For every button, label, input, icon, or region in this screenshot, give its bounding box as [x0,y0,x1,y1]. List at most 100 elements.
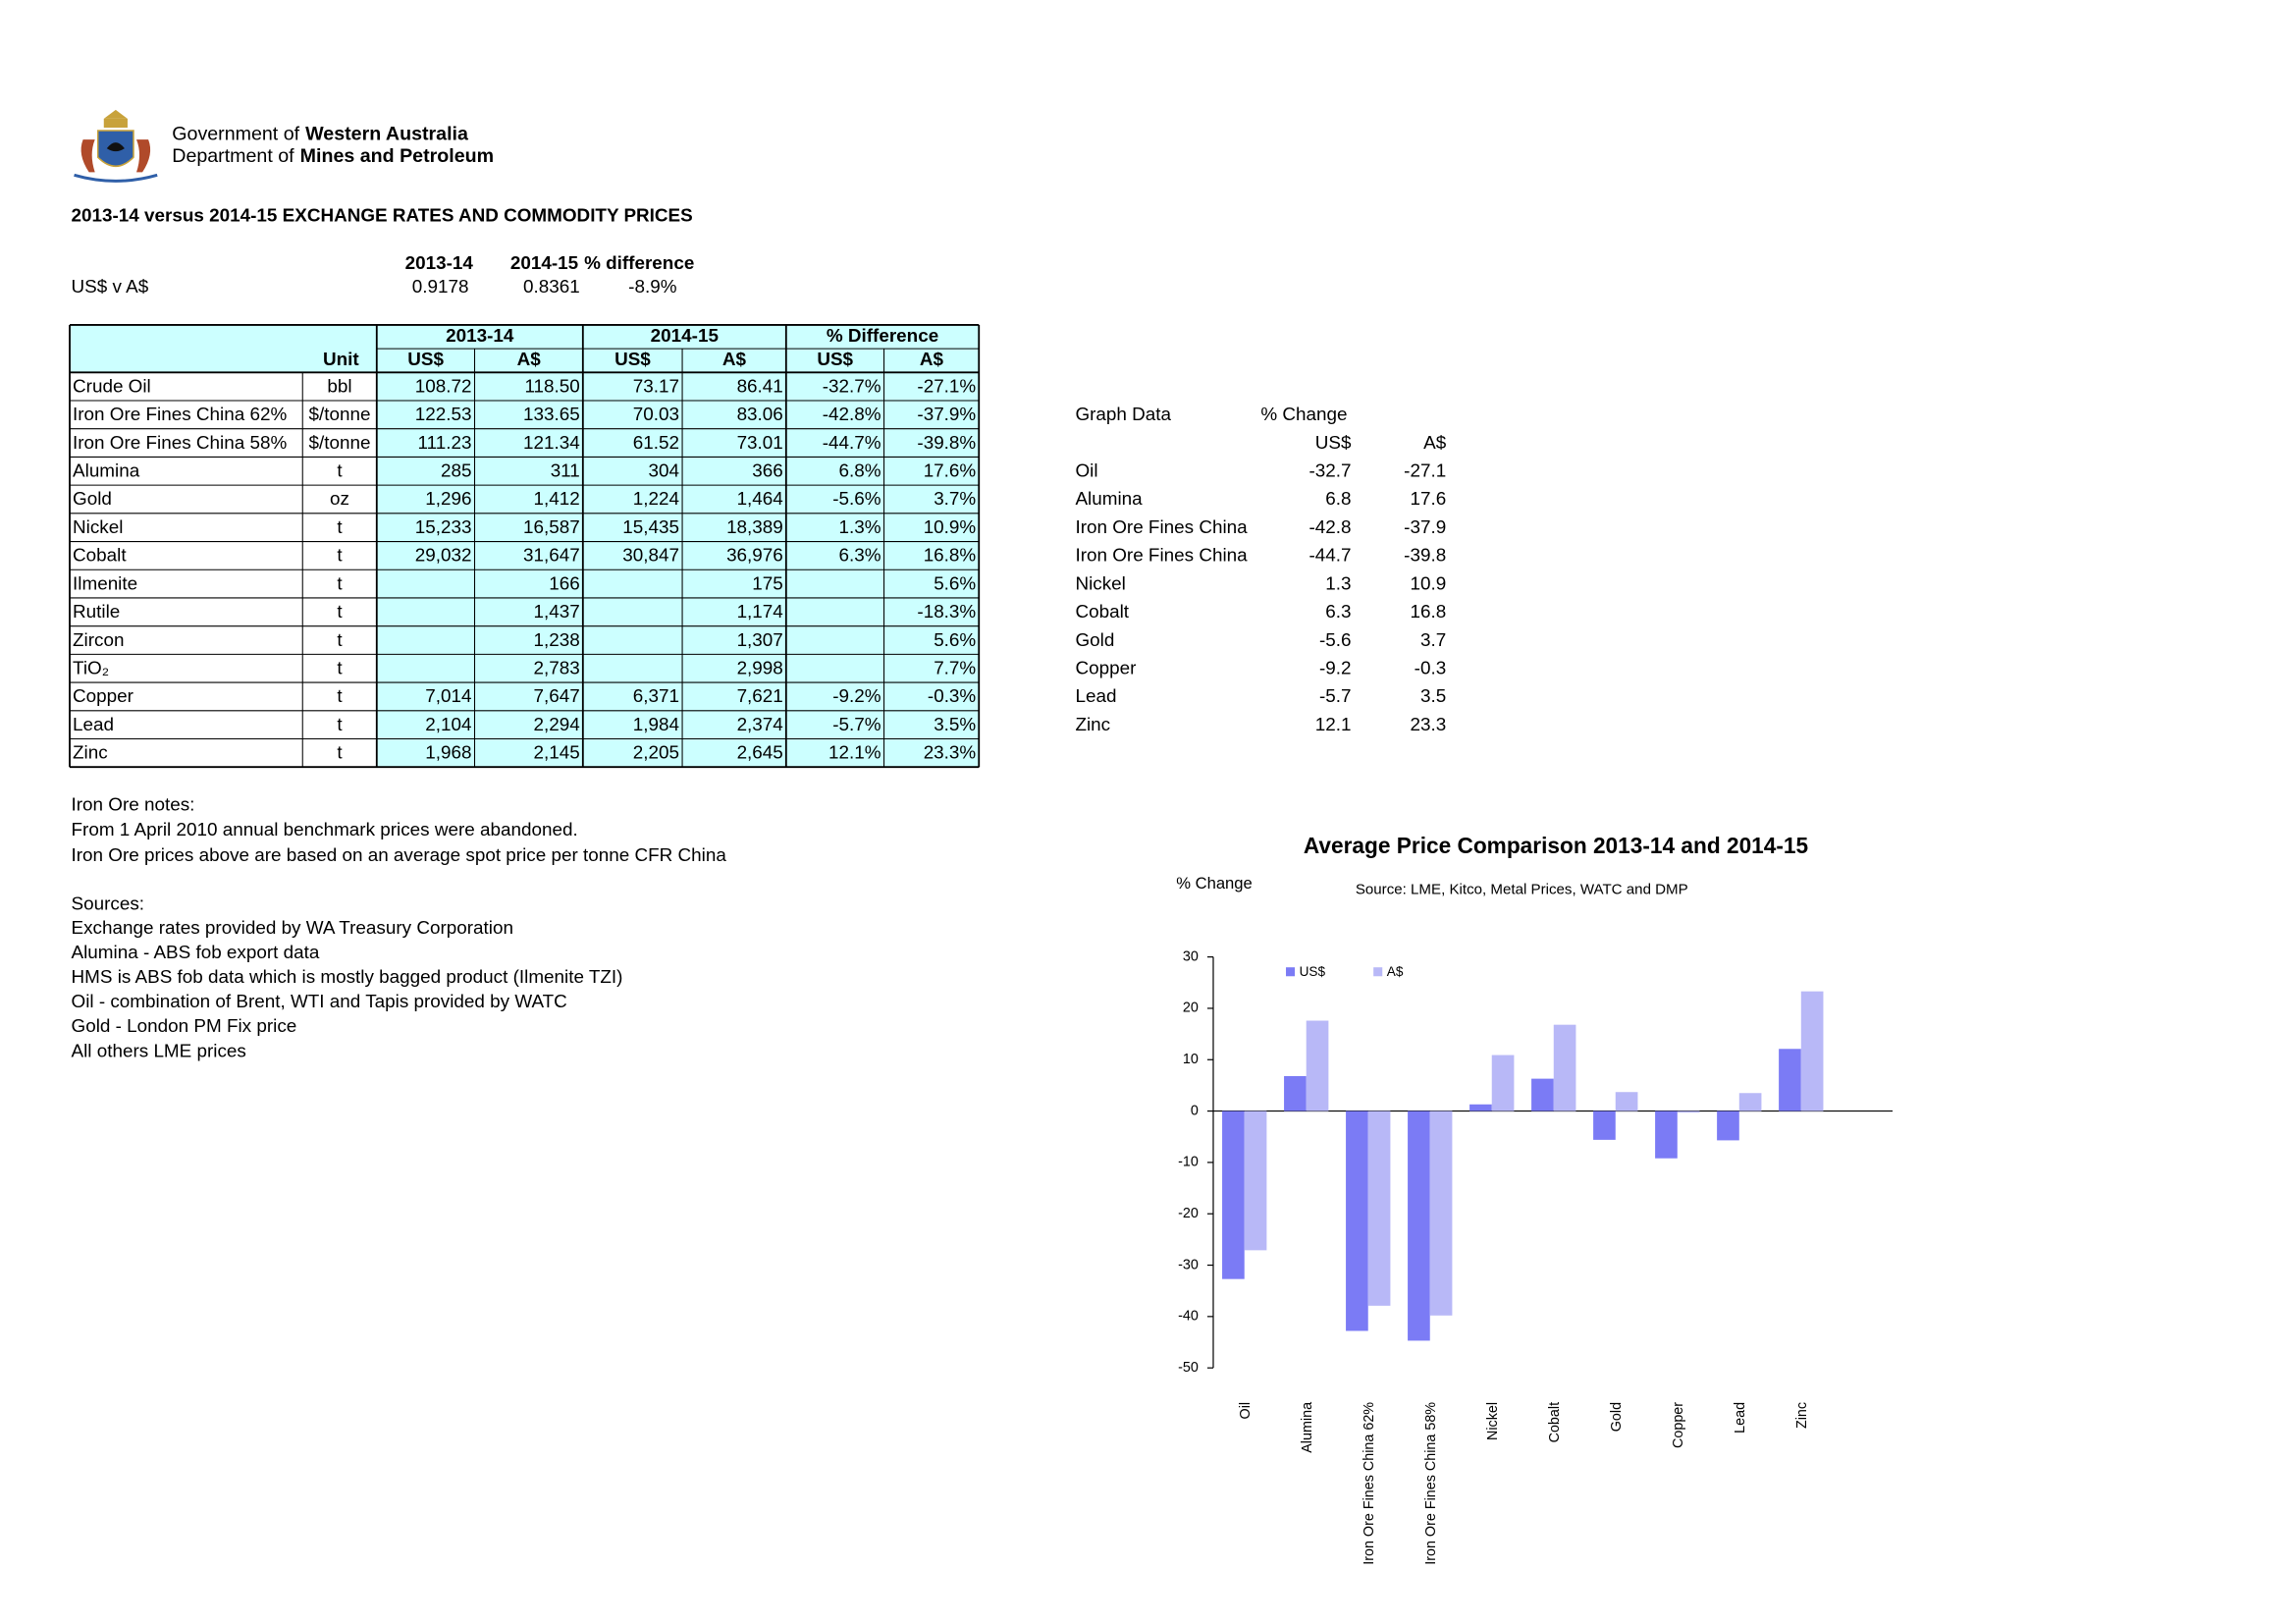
row-label: Ilmenite [73,573,137,594]
y-tick-label: 0 [1191,1103,1199,1118]
graph-data-col: A$ [1423,433,1447,454]
graph-data-value: 6.3 [1325,602,1351,623]
value-cell: -9.2% [832,686,881,707]
row-label: Rutile [73,602,120,623]
exchange-header: 2013-14 [405,253,474,274]
value-cell: 61.52 [633,433,679,454]
value-cell: 18,389 [726,517,783,538]
value-cell: 111.23 [418,433,472,454]
exchange-value: -8.9% [628,277,677,298]
value-cell: 108.72 [415,376,472,397]
value-cell: 1,984 [633,715,679,735]
unit-cell: t [337,517,343,538]
value-cell: 7.7% [934,658,976,678]
graph-data-value: -9.2 [1319,658,1352,678]
column-header: Unit [323,350,359,370]
unit-cell: oz [330,489,349,510]
exchange-value: 0.9178 [412,277,469,298]
graph-data-label: Alumina [1075,489,1143,510]
gov-prefix: Government of [172,124,299,145]
graph-data-label: Iron Ore Fines China [1075,546,1248,567]
source-line: Alumina - ABS fob export data [72,943,320,963]
row-label: Gold [73,489,112,510]
source-line: HMS is ABS fob data which is mostly bagg… [72,967,623,988]
x-tick-label: Alumina [1300,1402,1315,1453]
graph-data-value: 3.7 [1420,630,1446,651]
unit-cell: t [337,630,343,651]
value-cell: 15,435 [622,517,679,538]
value-cell: 1,412 [534,489,580,510]
x-tick-label: Oil [1238,1402,1254,1420]
graph-data-value: -37.9 [1404,517,1446,538]
value-cell: 12.1% [828,743,881,764]
x-tick-label: Iron Ore Fines China 58% [1423,1402,1439,1565]
bar [1469,1104,1492,1111]
value-cell: 2,205 [633,743,679,764]
unit-cell: t [337,573,343,594]
legend-swatch [1286,967,1296,977]
value-cell: 1,174 [737,602,783,623]
x-tick-label: Nickel [1485,1402,1501,1440]
value-cell: -39.8% [917,433,976,454]
x-tick-label: Iron Ore Fines China 62% [1362,1402,1377,1565]
value-cell: 6.3% [838,546,881,567]
bar [1244,1110,1267,1251]
doc-title: 2013-14 versus 2014-15 EXCHANGE RATES AN… [72,206,693,227]
unit-cell: t [337,461,343,482]
value-cell: 1.3% [838,517,881,538]
value-cell: -37.9% [917,405,976,425]
value-cell: -0.3% [928,686,977,707]
graph-data-value: 16.8 [1410,602,1446,623]
value-cell: 5.6% [934,630,976,651]
value-cell: 5.6% [934,573,976,594]
unit-cell: $/tonne [309,433,371,454]
unit-cell: bbl [327,376,351,397]
note-line: From 1 April 2010 annual benchmark price… [72,820,578,840]
value-cell: 366 [752,461,783,482]
unit-cell: t [337,686,343,707]
bar [1655,1110,1678,1159]
graph-data-value: 10.9 [1410,573,1446,594]
unit-cell: t [337,743,343,764]
graph-data-col: US$ [1315,433,1352,454]
graph-data-value: 3.5 [1420,686,1446,707]
value-cell: 23.3% [924,743,977,764]
graph-data-label: Nickel [1075,573,1125,594]
graph-data-value: -27.1 [1404,461,1446,482]
source-line: Exchange rates provided by WA Treasury C… [72,918,513,939]
bar [1717,1110,1739,1141]
bar [1593,1110,1616,1140]
graph-data-subtitle: % Change [1260,405,1347,425]
bar [1408,1110,1430,1341]
graph-data-value: 12.1 [1315,715,1352,735]
value-cell: 6.8% [838,461,881,482]
y-tick-label: -30 [1178,1257,1199,1272]
graph-data-label: Iron Ore Fines China [1075,517,1248,538]
value-cell: 86.41 [737,376,783,397]
value-cell: 7,621 [737,686,783,707]
bar [1367,1110,1391,1306]
gov-line: Government of Western Australia [172,124,469,145]
value-cell: 121.34 [523,433,580,454]
value-cell: 17.6% [924,461,977,482]
column-header: US$ [407,350,444,370]
value-cell: 70.03 [633,405,679,425]
value-cell: -32.7% [823,376,881,397]
row-label: Lead [73,715,114,735]
graph-data-value: -5.7 [1319,686,1352,707]
column-header: A$ [722,350,747,370]
y-tick-label: -40 [1178,1309,1199,1325]
value-cell: 16,587 [523,517,580,538]
graph-data-label: Zinc [1075,715,1110,735]
value-cell: 285 [441,461,472,482]
graph-data-title: Graph Data [1075,405,1171,425]
graph-data-value: -5.6 [1319,630,1352,651]
graph-data-value: -0.3 [1415,658,1447,678]
x-tick-label: Zinc [1794,1402,1810,1429]
value-cell: 3.5% [934,715,976,735]
value-cell: -27.1% [917,376,976,397]
graph-data-label: Lead [1075,686,1116,707]
dept-name: Mines and Petroleum [300,145,494,167]
bar [1346,1110,1368,1331]
